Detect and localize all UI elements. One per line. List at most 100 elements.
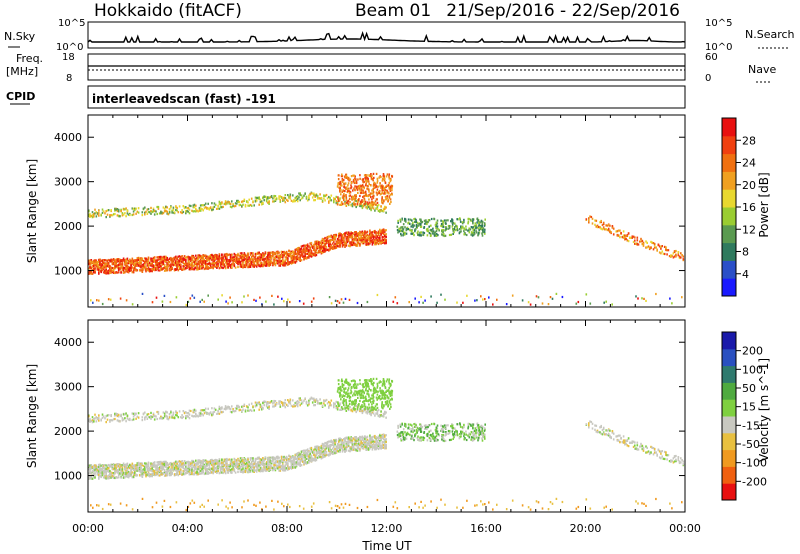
data-cell — [187, 460, 190, 463]
data-cell — [129, 262, 131, 265]
data-cell — [365, 194, 367, 197]
data-cell — [122, 208, 125, 211]
data-cell — [142, 265, 145, 268]
data-cell — [88, 261, 90, 264]
data-cell — [374, 183, 377, 186]
data-cell — [379, 236, 381, 239]
data-cell — [115, 470, 117, 473]
data-cell — [366, 230, 369, 233]
data-cell — [357, 235, 360, 238]
data-cell — [442, 234, 445, 237]
data-cell — [106, 272, 109, 275]
data-cell — [333, 235, 335, 238]
data-cell — [345, 204, 348, 207]
data-cell — [258, 258, 260, 261]
data-cell — [304, 247, 306, 250]
data-cell — [193, 467, 196, 470]
data-cell — [211, 257, 213, 260]
data-cell — [295, 259, 298, 262]
data-cell — [201, 256, 203, 260]
data-cell — [350, 244, 352, 247]
data-cell — [366, 177, 369, 180]
data-cell — [188, 268, 191, 271]
data-cell — [125, 215, 127, 218]
data-cell — [334, 247, 336, 250]
data-cell — [374, 239, 376, 242]
data-cell — [369, 234, 371, 237]
data-cell — [193, 296, 196, 299]
data-cell — [331, 246, 334, 249]
data-cell — [320, 241, 323, 244]
data-cell — [100, 464, 102, 467]
data-cell — [290, 258, 293, 261]
data-cell — [216, 255, 218, 258]
data-cell — [115, 265, 117, 268]
data-cell — [272, 251, 274, 254]
data-cell — [222, 264, 224, 267]
data-cell — [140, 474, 142, 477]
data-cell — [304, 192, 306, 195]
data-cell — [160, 265, 162, 268]
data-cell — [114, 271, 116, 275]
data-cell — [94, 465, 96, 468]
data-cell — [313, 246, 315, 249]
freq-top-tick: 18 — [62, 52, 75, 63]
data-cell — [248, 263, 250, 266]
data-cell — [146, 208, 149, 211]
data-cell — [346, 186, 348, 189]
data-cell — [385, 233, 387, 236]
data-cell — [609, 224, 611, 227]
data-cell — [345, 235, 348, 239]
data-cell — [90, 475, 93, 478]
data-cell — [426, 229, 428, 232]
data-cell — [160, 257, 162, 260]
data-cell — [282, 251, 284, 254]
cpid-text: interleavedscan (fast) -191 — [92, 92, 276, 106]
data-cell — [306, 248, 309, 251]
data-cell — [91, 272, 94, 275]
data-cell — [361, 206, 364, 210]
data-cell — [278, 195, 280, 198]
data-cell — [399, 229, 402, 232]
data-cell — [259, 258, 262, 261]
data-cell — [157, 256, 160, 259]
data-cell — [259, 200, 262, 204]
data-cell — [248, 265, 250, 268]
data-cell — [375, 243, 377, 246]
data-cell — [218, 207, 221, 210]
data-cell — [112, 472, 115, 475]
data-cell — [293, 260, 295, 263]
data-cell — [397, 231, 399, 234]
data-cell — [170, 464, 172, 467]
data-cell — [247, 265, 249, 268]
data-cell — [430, 295, 432, 298]
data-cell — [226, 252, 228, 256]
data-cell — [219, 206, 222, 209]
data-cell — [452, 228, 454, 231]
data-cell — [182, 462, 185, 465]
data-cell — [636, 236, 639, 239]
data-cell — [362, 238, 365, 241]
data-cell — [346, 235, 349, 239]
data-cell — [388, 196, 391, 199]
data-cell — [665, 246, 667, 249]
data-cell — [359, 233, 361, 236]
data-cell — [202, 463, 204, 466]
data-cell — [157, 207, 160, 210]
data-cell — [303, 247, 305, 250]
data-cell — [298, 250, 300, 254]
data-cell — [131, 466, 134, 469]
data-cell — [483, 230, 486, 233]
data-cell — [152, 470, 155, 473]
data-cell — [91, 265, 94, 268]
data-cell — [378, 191, 381, 194]
data-cell — [359, 238, 361, 242]
data-cell — [107, 263, 110, 267]
data-cell — [181, 260, 183, 263]
data-cell — [177, 269, 180, 272]
data-cell — [314, 199, 316, 202]
data-cell — [132, 268, 135, 271]
data-cell — [362, 241, 365, 245]
data-cell — [419, 218, 421, 221]
data-cell — [140, 258, 142, 261]
